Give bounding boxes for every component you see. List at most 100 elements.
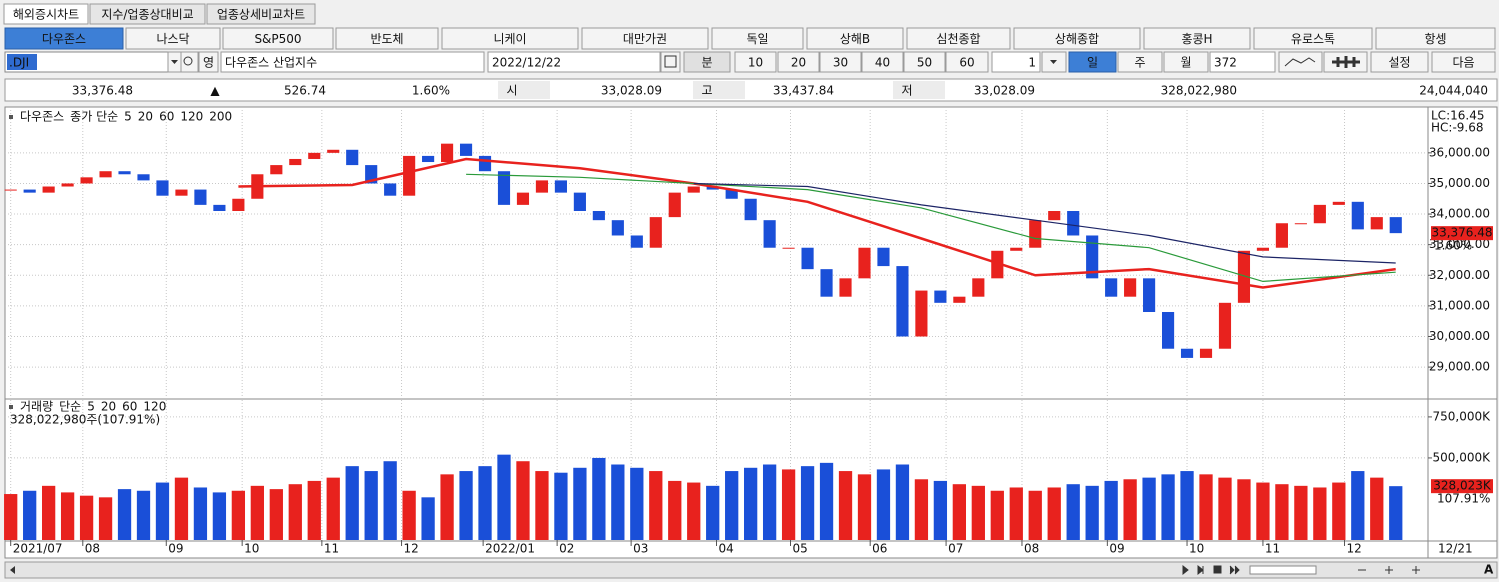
y-tick-label: 500,000K [1433,450,1492,464]
count-field[interactable] [1209,51,1276,73]
scroll-left[interactable] [10,566,15,574]
volume-bar [383,461,397,540]
step-text: 1 [1028,56,1036,70]
candle [1332,201,1345,205]
y-tick-label: 32,000.00 [1429,268,1490,282]
candle [1389,217,1402,234]
volume-bar [933,480,948,540]
auto-button[interactable]: A [1484,563,1494,577]
hanja-button[interactable] [198,51,219,73]
period-button[interactable] [1117,51,1163,73]
market-button[interactable] [1143,27,1251,50]
name-field-label: 다우존스 산업지수 [225,56,317,70]
candle [289,158,302,166]
y-tick-label: 36,000.00 [1429,145,1490,159]
candle [877,247,890,267]
candle [839,278,852,297]
dropdown-arrow [171,60,178,64]
volume-bar [592,457,606,540]
y-tick-label: 33,000.00 [1429,237,1490,251]
candle [554,180,567,193]
tab[interactable] [89,3,206,25]
volume-bar [1370,477,1384,540]
step-field[interactable] [991,51,1041,73]
interval-button-label: 40 [875,56,890,70]
candle [649,217,662,248]
name-field[interactable] [220,51,485,73]
candle [1370,217,1383,230]
x-tick-label: 09 [168,542,183,556]
candle [1124,278,1137,297]
count-field-label: 372 [1214,56,1237,70]
volume-bar [212,492,227,540]
interval-button-label: 10 [748,56,763,70]
market-button[interactable] [806,27,904,50]
market-button[interactable] [711,27,804,50]
candle [896,266,909,337]
period-button-label: 주 [1134,56,1145,70]
market-button[interactable] [125,27,221,50]
volume-bar [402,490,416,540]
quote-bar [4,78,1498,102]
market-button-label: 대만가권 [623,32,667,46]
scroll-controls[interactable] [1182,564,1240,576]
candle [403,155,416,196]
period-button[interactable] [1163,51,1209,73]
interval-button[interactable] [861,51,904,73]
line-tool[interactable] [1278,51,1323,73]
volume-bar [554,472,568,540]
volume-bar [4,494,18,540]
market-button[interactable] [1253,27,1373,50]
legend-item: 60 [159,110,174,124]
minute-button[interactable] [683,51,731,73]
settings-button[interactable] [1370,51,1429,73]
scrollbar[interactable] [4,561,1498,579]
market-button[interactable] [4,27,124,50]
interval-button[interactable] [819,51,862,73]
market-button[interactable] [335,27,439,50]
date-field[interactable] [487,51,661,73]
market-button[interactable] [581,27,709,50]
tab[interactable] [3,3,89,25]
legend-item: 5 [124,110,132,124]
market-button[interactable] [222,27,334,50]
symbol-highlight [7,54,37,70]
market-button[interactable] [906,27,1011,50]
candle [1199,348,1213,358]
tab[interactable] [206,3,316,25]
candle [459,143,473,156]
candle [497,171,511,205]
volume-bar [819,462,834,540]
market-button[interactable] [1375,27,1496,50]
volume-bar [1294,485,1308,540]
quote-amount: 24,044,040 [1419,84,1488,98]
interval-button[interactable] [777,51,820,73]
volume-bar [1313,487,1327,540]
market-button[interactable] [1013,27,1141,50]
zoom-slider[interactable] [1249,565,1317,575]
calendar-button[interactable] [660,51,681,73]
volume-bar [1161,474,1175,540]
candle [516,192,530,205]
candle [820,269,833,297]
next-button[interactable] [1431,51,1496,73]
market-button-label: 홍콩H [1181,32,1212,46]
quote-last: 33,376.48 [72,84,133,98]
interval-button[interactable] [734,51,777,73]
period-button[interactable] [1068,51,1117,73]
quote-high: 33,437.84 [773,84,834,98]
moving-average [238,157,1396,289]
interval-button[interactable] [945,51,989,73]
market-button-label: 항셍 [1424,32,1446,46]
quote-label-box [893,81,945,99]
x-tick-label: 08 [85,542,100,556]
zoom-buttons[interactable] [1358,566,1420,574]
market-button[interactable] [441,27,579,50]
volume-bar [1256,482,1270,540]
interval-button[interactable] [903,51,946,73]
search-button[interactable] [180,51,199,73]
volume-bar [857,474,872,540]
volume-tag-label: 328,023K [1433,479,1492,493]
candle [42,186,55,193]
market-button-label: S&P500 [254,32,301,46]
